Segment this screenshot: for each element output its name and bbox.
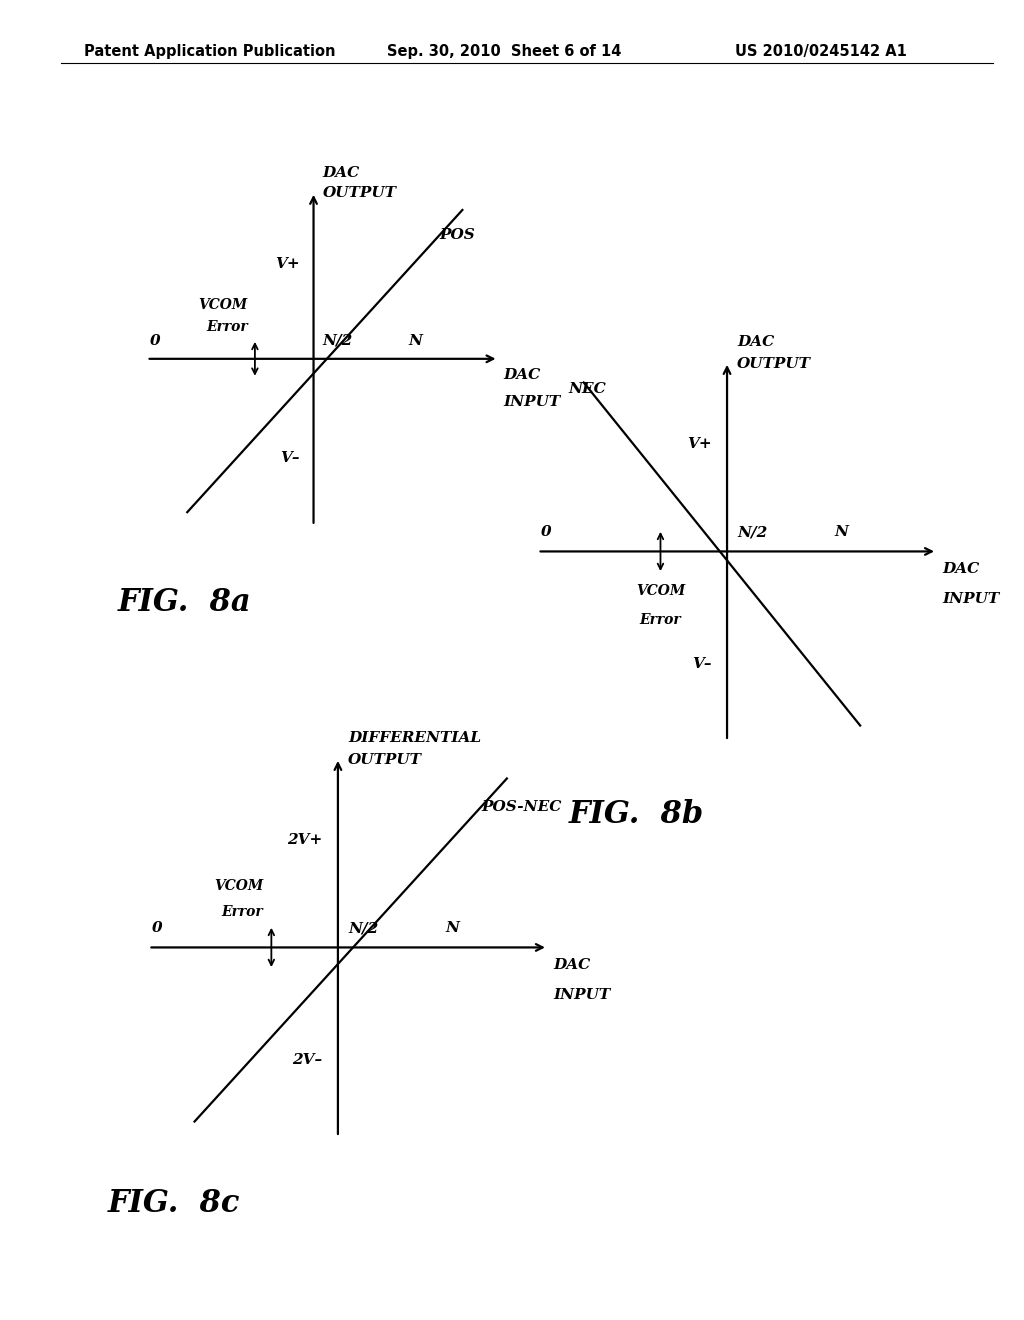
Text: Patent Application Publication: Patent Application Publication xyxy=(84,44,336,58)
Text: FIG.  8a: FIG. 8a xyxy=(118,587,251,618)
Text: Error: Error xyxy=(640,612,681,627)
Text: VCOM: VCOM xyxy=(199,298,248,312)
Text: N/2: N/2 xyxy=(323,334,353,348)
Text: POS-NEC: POS-NEC xyxy=(481,800,561,814)
Text: INPUT: INPUT xyxy=(942,593,999,606)
Text: N: N xyxy=(835,525,849,539)
Text: VCOM: VCOM xyxy=(214,879,263,894)
Text: 0: 0 xyxy=(541,525,551,539)
Text: NEC: NEC xyxy=(568,381,606,396)
Text: INPUT: INPUT xyxy=(503,395,560,409)
Text: Error: Error xyxy=(206,321,248,334)
Text: US 2010/0245142 A1: US 2010/0245142 A1 xyxy=(735,44,907,58)
Text: 2V+: 2V+ xyxy=(288,833,323,847)
Text: DAC: DAC xyxy=(942,562,979,576)
Text: 0: 0 xyxy=(150,334,160,348)
Text: 2V–: 2V– xyxy=(293,1053,323,1067)
Text: FIG.  8c: FIG. 8c xyxy=(108,1188,240,1218)
Text: OUTPUT: OUTPUT xyxy=(348,754,422,767)
Text: FIG.  8b: FIG. 8b xyxy=(568,799,703,829)
Text: V–: V– xyxy=(692,657,712,671)
Text: OUTPUT: OUTPUT xyxy=(323,186,396,201)
Text: DAC: DAC xyxy=(503,368,541,381)
Text: DAC: DAC xyxy=(737,335,774,348)
Text: 0: 0 xyxy=(152,921,162,935)
Text: Sep. 30, 2010  Sheet 6 of 14: Sep. 30, 2010 Sheet 6 of 14 xyxy=(387,44,622,58)
Text: DIFFERENTIAL: DIFFERENTIAL xyxy=(348,731,481,744)
Text: DAC: DAC xyxy=(553,958,590,972)
Text: OUTPUT: OUTPUT xyxy=(737,358,811,371)
Text: N/2: N/2 xyxy=(737,525,768,539)
Text: N: N xyxy=(409,334,422,348)
Text: INPUT: INPUT xyxy=(553,989,610,1002)
Text: V+: V+ xyxy=(687,437,712,451)
Text: DAC: DAC xyxy=(323,166,359,181)
Text: V+: V+ xyxy=(275,257,300,271)
Text: Error: Error xyxy=(221,904,263,919)
Text: POS: POS xyxy=(440,227,475,242)
Text: V–: V– xyxy=(281,451,300,465)
Text: VCOM: VCOM xyxy=(636,585,685,598)
Text: N/2: N/2 xyxy=(348,921,379,935)
Text: N: N xyxy=(445,921,460,935)
